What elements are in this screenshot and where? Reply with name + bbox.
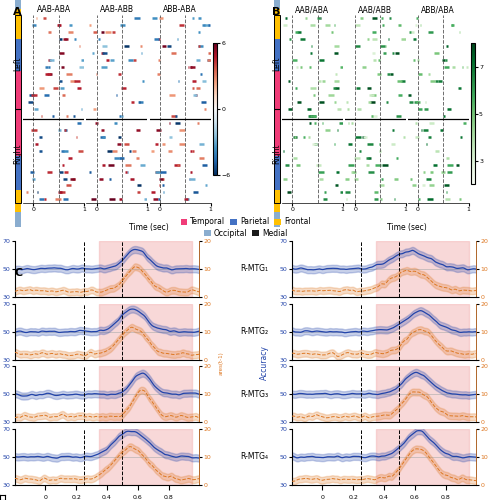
Text: Left: Left [273,56,281,71]
Bar [15,212,21,228]
Text: B: B [272,8,280,18]
Text: Accuracy: Accuracy [260,346,269,380]
Bar [15,190,21,212]
Bar [274,40,280,72]
Text: R-MTG₂: R-MTG₂ [240,327,268,336]
Title: AAB-ABA: AAB-ABA [36,5,71,14]
Text: C: C [15,268,23,278]
Title: ABB-ABA: ABB-ABA [163,5,197,14]
Title: AAB/ABA: AAB/ABA [296,5,329,14]
Bar [15,10,21,40]
Bar [99,429,191,485]
Text: R-MTG₁: R-MTG₁ [240,264,268,274]
Text: Left: Left [13,56,22,71]
Bar [376,241,468,297]
Bar [99,366,191,422]
Bar [274,109,280,156]
Bar [15,40,21,72]
Bar [376,304,468,360]
Bar [15,156,21,190]
Bar [274,212,280,228]
Text: ares(t-1): ares(t-1) [219,351,224,375]
Text: Right: Right [273,144,281,165]
Legend: Occipital, Medial: Occipital, Medial [201,226,290,240]
Bar [99,304,191,360]
Bar [274,190,280,212]
Text: R-MTG₃: R-MTG₃ [240,390,268,399]
Bar [15,0,21,10]
Text: Time (sec): Time (sec) [129,223,168,232]
Bar [274,10,280,40]
Bar [274,156,280,190]
Bar [99,241,191,297]
Text: A: A [13,8,22,18]
Title: AAB/ABB: AAB/ABB [358,5,392,14]
Bar [274,72,280,109]
Bar [274,0,280,10]
Bar [15,109,21,156]
Title: AAB-ABB: AAB-ABB [100,5,134,14]
Title: ABB/ABA: ABB/ABA [421,5,455,14]
Text: Right: Right [13,144,22,165]
Bar [15,72,21,109]
Bar [376,366,468,422]
Text: Time (sec): Time (sec) [387,223,427,232]
Text: R-MTG₄: R-MTG₄ [240,452,268,462]
Bar [376,429,468,485]
